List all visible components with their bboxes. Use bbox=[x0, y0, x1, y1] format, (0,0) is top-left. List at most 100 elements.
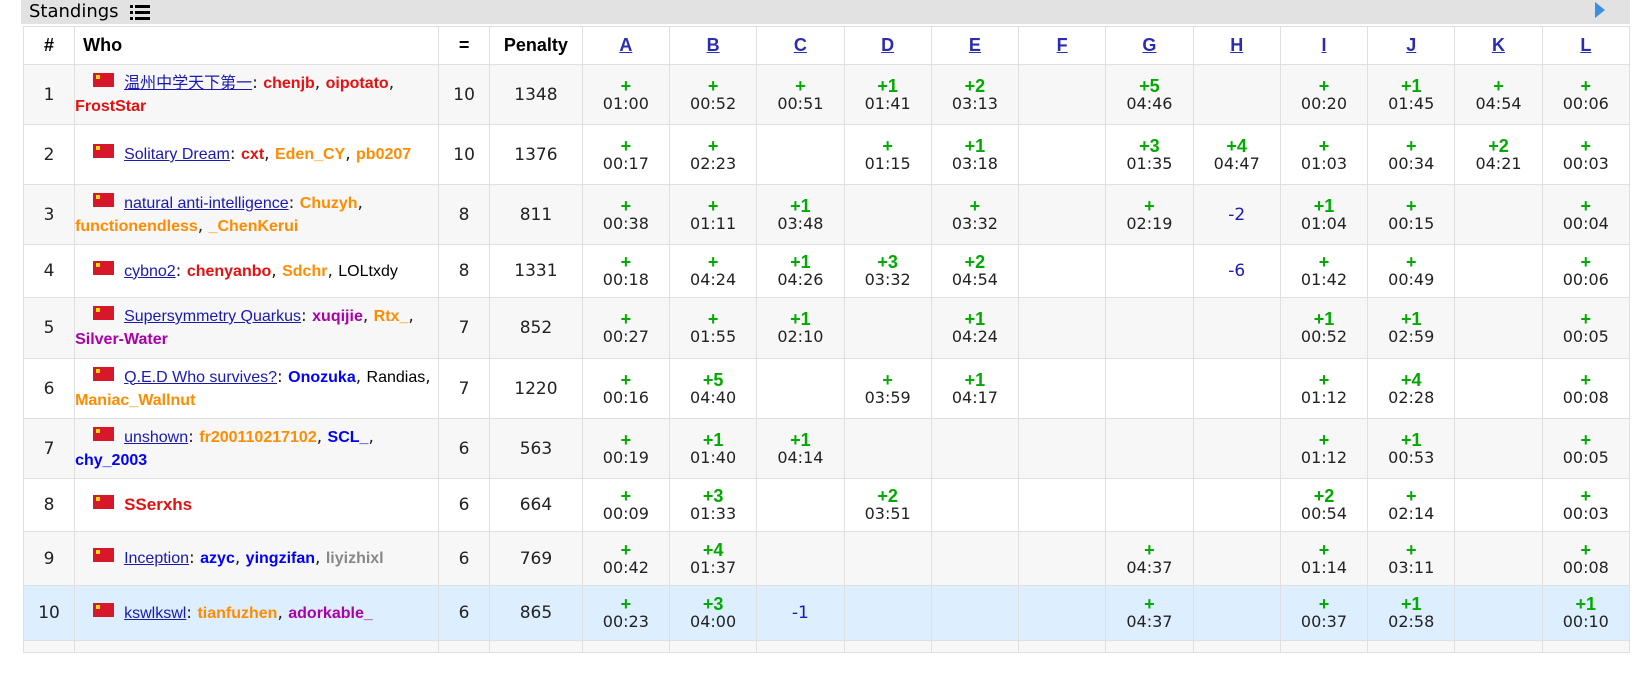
problem-cell-g[interactable]: +5 04:46 bbox=[1105, 64, 1194, 125]
problem-cell-b[interactable]: +5 04:40 bbox=[668, 358, 758, 419]
problem-cell-b[interactable]: +01:55 bbox=[668, 297, 758, 359]
member-name[interactable]: chenjb bbox=[263, 74, 315, 92]
member-name[interactable]: chy_2003 bbox=[75, 451, 148, 469]
member-name[interactable]: yingzifan bbox=[245, 550, 316, 567]
problem-cell-h[interactable]: +4 04:47 bbox=[1192, 124, 1281, 185]
member-name[interactable]: LOLtxdy bbox=[338, 262, 398, 280]
problem-cell-a[interactable]: +00:16 bbox=[581, 358, 670, 419]
member-name[interactable]: functionendless bbox=[75, 217, 198, 235]
problem-cell-e[interactable]: +1 04:17 bbox=[930, 358, 1020, 419]
problem-cell-i[interactable]: +00:37 bbox=[1279, 585, 1369, 641]
problem-cell-i[interactable]: +00:20 bbox=[1279, 64, 1369, 125]
member-name[interactable]: adorkable_ bbox=[288, 604, 373, 622]
member-name[interactable]: Onozuka bbox=[288, 368, 356, 386]
problem-cell-j[interactable]: +02:14 bbox=[1367, 478, 1456, 532]
problem-link-j[interactable]: J bbox=[1406, 35, 1417, 55]
problem-cell-b[interactable]: +02:23 bbox=[668, 124, 758, 185]
problem-cell-h[interactable]: -2 bbox=[1192, 184, 1281, 245]
problem-link-a[interactable]: A bbox=[619, 35, 633, 55]
problem-cell-c[interactable]: +1 03:48 bbox=[756, 184, 845, 245]
problem-cell-e[interactable]: +03:32 bbox=[930, 184, 1020, 245]
problem-cell-g[interactable]: +04:37 bbox=[1105, 531, 1194, 586]
problem-cell-j[interactable]: +1 02:59 bbox=[1367, 297, 1456, 359]
member-name[interactable]: _ChenKerui bbox=[208, 217, 299, 235]
problem-link-i[interactable]: I bbox=[1321, 35, 1327, 55]
list-icon[interactable] bbox=[130, 4, 150, 21]
member-name[interactable]: xuqijie bbox=[312, 308, 363, 325]
problem-cell-c[interactable]: -1 bbox=[756, 585, 845, 641]
problem-cell-i[interactable]: +01:42 bbox=[1279, 244, 1369, 298]
problem-cell-b[interactable]: +1 01:40 bbox=[668, 418, 758, 479]
problem-cell-e[interactable]: +2 03:13 bbox=[930, 64, 1020, 125]
problem-cell-d[interactable]: +2 03:51 bbox=[843, 478, 932, 532]
problem-cell-l[interactable]: +00:05 bbox=[1541, 297, 1631, 359]
problem-cell-a[interactable]: +00:17 bbox=[581, 124, 670, 185]
member-name[interactable]: azyc bbox=[200, 550, 235, 567]
problem-cell-a[interactable]: +00:19 bbox=[581, 418, 670, 479]
member-name[interactable]: Eden_CY bbox=[274, 146, 346, 163]
team-name-link[interactable]: Q.E.D Who survives? bbox=[124, 368, 278, 386]
problem-cell-i[interactable]: +01:12 bbox=[1279, 358, 1369, 419]
team-name-link[interactable]: unshown bbox=[124, 428, 189, 446]
problem-cell-j[interactable]: +00:49 bbox=[1367, 244, 1456, 298]
problem-cell-d[interactable]: +03:59 bbox=[843, 358, 932, 419]
problem-cell-c[interactable]: +1 04:26 bbox=[756, 244, 845, 298]
problem-cell-l[interactable]: +00:06 bbox=[1541, 244, 1631, 298]
team-name-link[interactable]: cybno2 bbox=[124, 262, 176, 280]
problem-cell-l[interactable]: +00:08 bbox=[1541, 358, 1631, 419]
problem-cell-i[interactable]: +01:03 bbox=[1279, 124, 1369, 185]
problem-cell-b[interactable]: +01:11 bbox=[668, 184, 758, 245]
team-name-link[interactable]: Supersymmetry Quarkus bbox=[124, 308, 302, 325]
problem-cell-j[interactable]: +4 02:28 bbox=[1367, 358, 1456, 419]
problem-cell-l[interactable]: +1 00:10 bbox=[1541, 585, 1631, 641]
problem-cell-l[interactable]: +00:05 bbox=[1541, 418, 1631, 479]
problem-cell-k[interactable]: +2 04:21 bbox=[1454, 124, 1543, 185]
problem-link-k[interactable]: K bbox=[1491, 35, 1505, 55]
member-name[interactable]: pb0207 bbox=[356, 146, 412, 163]
problem-cell-a[interactable]: +00:38 bbox=[581, 184, 670, 245]
team-name-link[interactable]: natural anti-intelligence bbox=[124, 194, 289, 212]
member-name[interactable]: Maniac_Wallnut bbox=[75, 391, 196, 409]
problem-link-e[interactable]: E bbox=[968, 35, 981, 55]
problem-cell-d[interactable]: +3 03:32 bbox=[843, 244, 932, 298]
member-name[interactable]: FrostStar bbox=[75, 97, 147, 115]
problem-cell-j[interactable]: +1 02:58 bbox=[1367, 585, 1456, 641]
member-name[interactable]: SCL_ bbox=[327, 428, 369, 446]
problem-cell-a[interactable]: +00:42 bbox=[581, 531, 670, 586]
problem-cell-j[interactable]: +1 01:45 bbox=[1367, 64, 1456, 125]
member-name[interactable]: SSerxhs bbox=[124, 495, 193, 514]
problem-cell-i[interactable]: +01:12 bbox=[1279, 418, 1369, 479]
problem-cell-g[interactable]: +3 01:35 bbox=[1105, 124, 1194, 185]
problem-cell-j[interactable]: +03:11 bbox=[1367, 531, 1456, 586]
problem-cell-l[interactable]: +00:03 bbox=[1541, 478, 1631, 532]
problem-cell-c[interactable]: +1 02:10 bbox=[756, 297, 845, 359]
problem-cell-l[interactable]: +00:08 bbox=[1541, 531, 1631, 586]
problem-link-h[interactable]: H bbox=[1230, 35, 1244, 55]
problem-cell-b[interactable]: +4 01:37 bbox=[668, 531, 758, 586]
problem-cell-l[interactable]: +00:06 bbox=[1541, 64, 1631, 125]
problem-cell-b[interactable]: +3 01:33 bbox=[668, 478, 758, 532]
problem-cell-a[interactable]: +01:00 bbox=[581, 64, 670, 125]
member-name[interactable]: Chuzyh bbox=[299, 194, 358, 212]
problem-cell-b[interactable]: +3 04:00 bbox=[668, 585, 758, 641]
problem-cell-g[interactable]: +04:37 bbox=[1105, 585, 1194, 641]
problem-cell-l[interactable]: +00:04 bbox=[1541, 184, 1631, 245]
problem-cell-d[interactable]: +01:15 bbox=[843, 124, 932, 185]
member-name[interactable]: Randias bbox=[366, 368, 426, 386]
member-name[interactable]: Rtx_ bbox=[373, 308, 409, 325]
team-name-link[interactable]: kswlkswl bbox=[124, 604, 187, 622]
problem-cell-j[interactable]: +1 00:53 bbox=[1367, 418, 1456, 479]
problem-cell-l[interactable]: +00:03 bbox=[1541, 124, 1631, 185]
problem-cell-e[interactable]: +1 03:18 bbox=[930, 124, 1020, 185]
member-name[interactable]: fr200110217102 bbox=[199, 428, 317, 446]
problem-cell-b[interactable]: +00:52 bbox=[668, 64, 758, 125]
problem-cell-d[interactable]: +1 01:41 bbox=[843, 64, 932, 125]
member-name[interactable]: tianfuzhen bbox=[197, 604, 278, 622]
problem-cell-a[interactable]: +00:27 bbox=[581, 297, 670, 359]
member-name[interactable]: liyizhixl bbox=[325, 550, 384, 567]
member-name[interactable]: Sdchr bbox=[282, 262, 328, 280]
problem-cell-c[interactable]: +1 04:14 bbox=[756, 418, 845, 479]
member-name[interactable]: chenyanbo bbox=[186, 262, 272, 280]
problem-link-d[interactable]: D bbox=[881, 35, 895, 55]
member-name[interactable]: oipotato bbox=[325, 74, 389, 92]
